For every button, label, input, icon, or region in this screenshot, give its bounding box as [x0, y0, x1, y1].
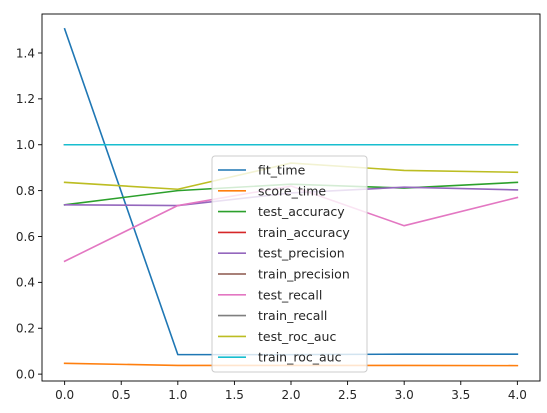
legend-label: test_accuracy	[258, 204, 345, 219]
x-tick-label: 1.5	[225, 388, 244, 402]
legend: fit_time score_time test_accuracy train_acc…	[211, 155, 368, 373]
y-tick-label: 0.0	[16, 367, 35, 381]
legend-label: train_accuracy	[258, 225, 350, 240]
x-tick-label: 0.0	[55, 388, 74, 402]
y-tick-label: 0.4	[16, 276, 35, 290]
y-tick-label: 1.2	[16, 92, 35, 106]
y-tick-label: 1.0	[16, 138, 35, 152]
legend-label: test_recall	[258, 287, 322, 302]
y-tick-label: 0.2	[16, 322, 35, 336]
x-tick-label: 1.0	[168, 388, 187, 402]
x-tick-label: 3.0	[395, 388, 414, 402]
x-tick-label: 2.0	[281, 388, 300, 402]
legend-label: train_roc_auc	[258, 350, 342, 365]
legend-label: train_recall	[258, 308, 327, 323]
y-tick-label: 0.8	[16, 184, 35, 198]
x-tick-label: 3.5	[451, 388, 470, 402]
x-tick-label: 4.0	[508, 388, 527, 402]
x-tick-label: 2.5	[338, 388, 357, 402]
axes-layer: 0.0 0.5 1.0 1.5 2.0 2.5 3.0 3.5 4.0 0.0 0.2 0.4 0.6 0…	[16, 13, 541, 402]
legend-label: test_roc_auc	[258, 329, 336, 344]
legend-label: train_precision	[258, 267, 350, 282]
legend-label: fit_time	[258, 163, 306, 178]
y-tick-label: 1.4	[16, 46, 35, 60]
legend-label: test_precision	[258, 246, 345, 261]
legend-box	[211, 155, 368, 373]
y-tick-label: 0.6	[16, 230, 35, 244]
x-tick-label: 0.5	[112, 388, 131, 402]
legend-label: score_time	[258, 183, 326, 198]
